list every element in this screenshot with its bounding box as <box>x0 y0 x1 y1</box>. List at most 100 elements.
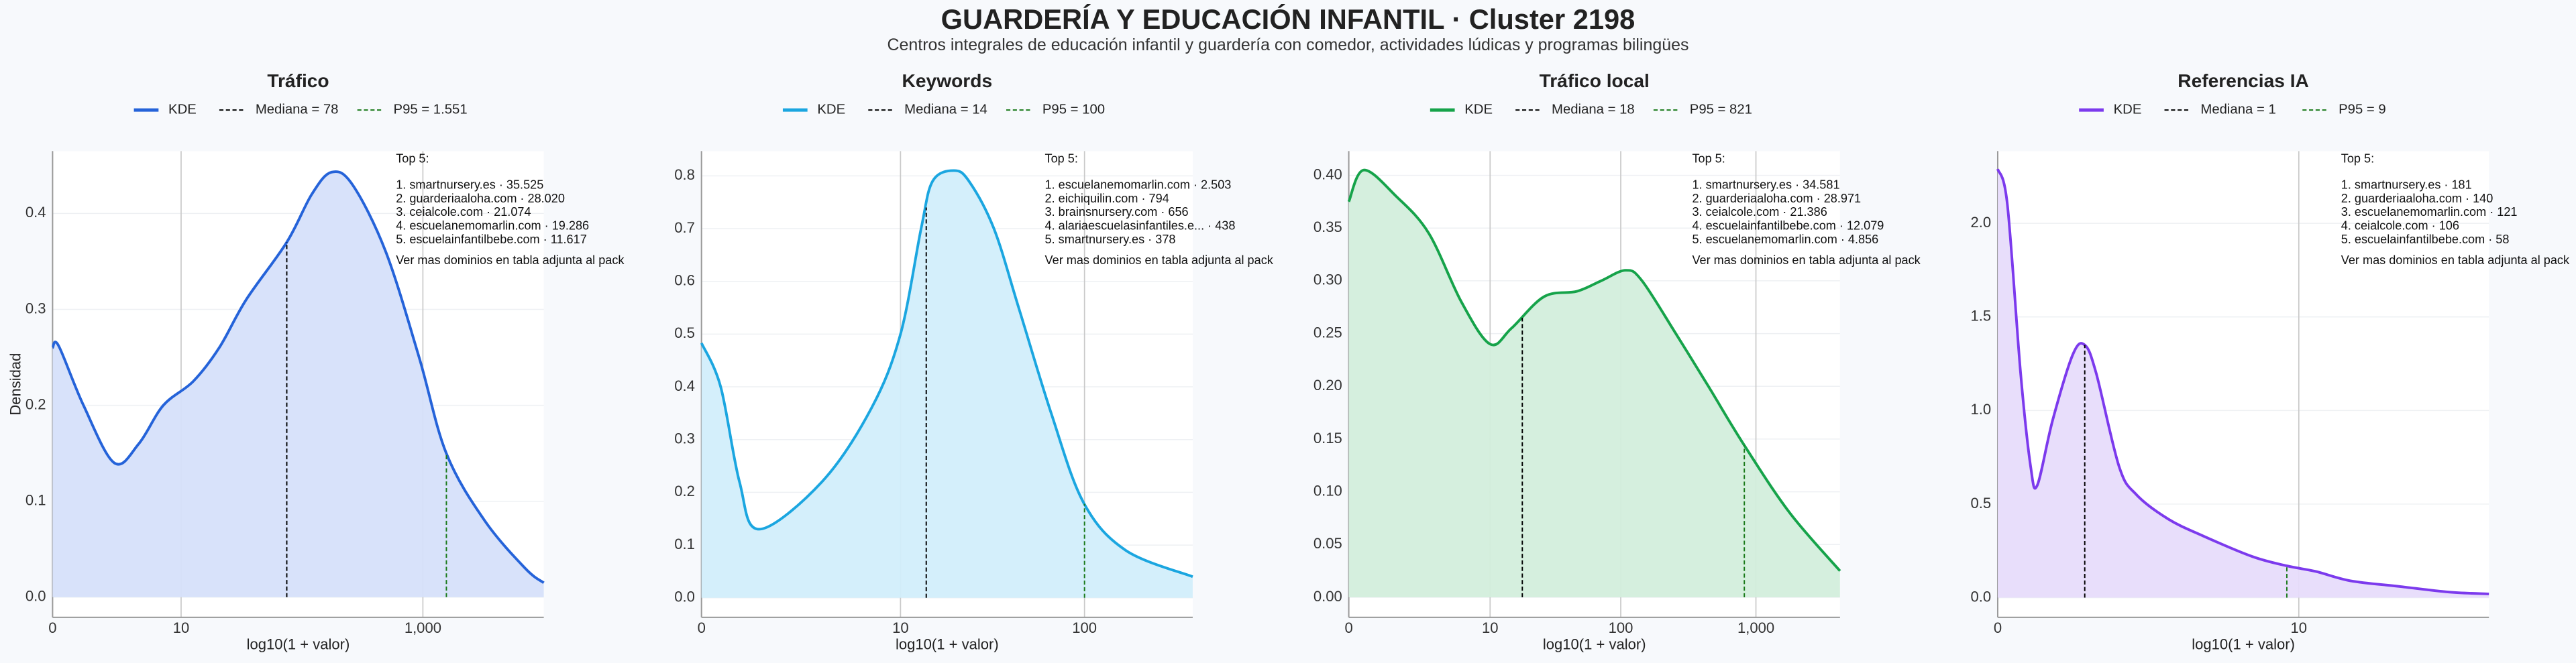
legend-label: Mediana = 14 <box>904 103 987 117</box>
panel: Tráfico 0.0 0.1 0.2 0.3 0.4 0 10 1,000 log10(1 + … <box>7 70 625 652</box>
y-tick-label: 0.1 <box>25 492 46 509</box>
kde-line <box>700 169 1193 579</box>
y-tick-label: 0.6 <box>674 272 695 289</box>
y-tick-label: 0.3 <box>25 300 46 316</box>
kde-line <box>1996 168 2489 595</box>
kde-area <box>701 170 1193 598</box>
panel-title: Referencias IA <box>2178 70 2309 91</box>
annotation-title: Top 5: <box>1045 152 1078 165</box>
x-tick-label: 10 <box>892 619 909 636</box>
annotation-note: Ver mas dominios en tabla adjunta al pac… <box>2341 253 2570 267</box>
x-axis-label: log10(1 + valor) <box>896 636 999 652</box>
legend-label: P95 = 9 <box>2339 103 2386 117</box>
annotation-line: 4. escuelanemomarlin.com · 19.286 <box>396 219 589 233</box>
y-tick-label: 0.1 <box>674 536 695 552</box>
x-tick-label: 0 <box>1344 619 1352 636</box>
annotation-note: Ver mas dominios en tabla adjunta al pac… <box>1692 253 1921 267</box>
panel-title: Keywords <box>902 70 993 91</box>
y-tick-label: 0.40 <box>1313 166 1342 182</box>
y-tick-label: 0.00 <box>1313 588 1342 605</box>
annotation-line: 2. guarderiaaloha.com · 28.020 <box>396 192 565 205</box>
legend-label: Mediana = 1 <box>2200 103 2275 117</box>
subtitle: Centros integrales de educación infantil… <box>887 36 1688 54</box>
kde-area <box>52 171 544 597</box>
y-tick-label: 0.2 <box>674 483 695 499</box>
kde-area <box>1348 170 1840 597</box>
y-axis-label: Densidad <box>7 353 23 416</box>
y-tick-label: 0.3 <box>674 430 695 447</box>
y-tick-label: 0.5 <box>674 324 695 341</box>
panel: Keywords 0.0 0.1 0.2 0.3 0.4 0.5 0.6 0.7 0.8 0 10 10… <box>674 70 1273 652</box>
x-tick-label: 100 <box>1609 619 1633 636</box>
legend-label: P95 = 821 <box>1690 103 1752 117</box>
annotation-line: 2. eichiquilin.com · 794 <box>1045 192 1169 205</box>
x-tick-label: 1,000 <box>405 619 441 636</box>
y-tick-label: 0.0 <box>1971 588 1992 605</box>
kde-area <box>1997 169 2489 598</box>
legend-label: KDE <box>168 103 197 117</box>
y-tick-label: 0.5 <box>1971 495 1992 511</box>
y-tick-label: 0.25 <box>1313 324 1342 341</box>
annotation-line: 3. ceialcole.com · 21.386 <box>1692 205 1827 219</box>
panel: Referencias IA 0.0 0.5 1.0 1.5 2.0 0 10log10(1 … <box>1971 70 2570 652</box>
x-tick-label: 0 <box>698 619 706 636</box>
annotation-title: Top 5: <box>2341 152 2374 165</box>
legend-label: Mediana = 78 <box>256 103 339 117</box>
y-tick-label: 0.4 <box>25 204 46 221</box>
annotation-title: Top 5: <box>396 152 429 165</box>
annotation-line: 1. escuelanemomarlin.com · 2.503 <box>1045 178 1232 192</box>
legend-label: P95 = 1.551 <box>394 103 468 117</box>
y-tick-label: 0.15 <box>1313 430 1342 446</box>
y-tick-label: 0.20 <box>1313 377 1342 394</box>
kde-line <box>51 170 545 584</box>
annotation-line: 1. smartnursery.es · 181 <box>2341 178 2472 192</box>
annotation-line: 4. alariaescuelasinfantiles.e... · 438 <box>1045 219 1236 233</box>
annotation-line: 2. guarderiaaloha.com · 28.971 <box>1692 192 1861 205</box>
y-tick-label: 1.0 <box>1971 401 1992 418</box>
y-tick-label: 1.5 <box>1971 308 1992 324</box>
x-tick-label: 100 <box>1072 619 1097 636</box>
annotation-note: Ver mas dominios en tabla adjunta al pac… <box>1045 253 1274 267</box>
x-tick-label: 0 <box>1994 619 2002 636</box>
legend-label: KDE <box>1464 103 1493 117</box>
annotation-line: 3. escuelanemomarlin.com · 121 <box>2341 205 2518 219</box>
y-tick-label: 0.0 <box>674 589 695 605</box>
x-axis-label: log10(1 + valor) <box>2192 636 2295 652</box>
legend-label: KDE <box>2114 103 2142 117</box>
y-tick-label: 0.7 <box>674 219 695 236</box>
legend-label: KDE <box>817 103 845 117</box>
annotation-line: 1. smartnursery.es · 34.581 <box>1692 178 1839 192</box>
annotation-line: 5. escuelainfantilbebe.com · 58 <box>2341 233 2510 246</box>
annotation-line: 5. escuelainfantilbebe.com · 11.617 <box>396 233 587 246</box>
annotation-line: 3. ceialcole.com · 21.074 <box>396 205 531 219</box>
legend-label: Mediana = 18 <box>1552 103 1635 117</box>
x-tick-label: 0 <box>48 619 56 636</box>
kde-line <box>1347 168 1841 572</box>
annotation-line: 1. smartnursery.es · 35.525 <box>396 178 543 192</box>
x-tick-label: 10 <box>1482 619 1499 636</box>
x-tick-label: 10 <box>173 619 190 636</box>
panel-title: Tráfico <box>267 70 329 91</box>
y-tick-label: 0.30 <box>1313 272 1342 288</box>
x-tick-label: 1,000 <box>1737 619 1774 636</box>
y-tick-label: 0.2 <box>25 396 46 412</box>
annotation-line: 5. smartnursery.es · 378 <box>1045 233 1176 246</box>
y-tick-label: 0.4 <box>674 377 695 394</box>
annotation-title: Top 5: <box>1692 152 1725 165</box>
panel: Tráfico local 0.00 0.05 0.10 0.15 0.20 0.25 0.3… <box>1313 70 1921 652</box>
annotation-line: 4. ceialcole.com · 106 <box>2341 219 2459 233</box>
annotation-line: 2. guarderiaaloha.com · 140 <box>2341 192 2493 205</box>
annotation-note: Ver mas dominios en tabla adjunta al pac… <box>396 253 625 267</box>
y-tick-label: 0.35 <box>1313 219 1342 235</box>
annotation-line: 4. escuelainfantilbebe.com · 12.079 <box>1692 219 1884 233</box>
x-axis-label: log10(1 + valor) <box>1543 636 1646 652</box>
main-title: GUARDERÍA Y EDUCACIÓN INFANTIL · Cluster… <box>941 3 1635 35</box>
y-tick-label: 0.10 <box>1313 482 1342 499</box>
y-tick-label: 0.8 <box>674 166 695 183</box>
x-axis-label: log10(1 + valor) <box>247 636 350 652</box>
annotation-line: 3. brainsnursery.com · 656 <box>1045 205 1189 219</box>
annotation-line: 5. escuelanemomarlin.com · 4.856 <box>1692 233 1878 246</box>
legend-label: P95 = 100 <box>1042 103 1105 117</box>
